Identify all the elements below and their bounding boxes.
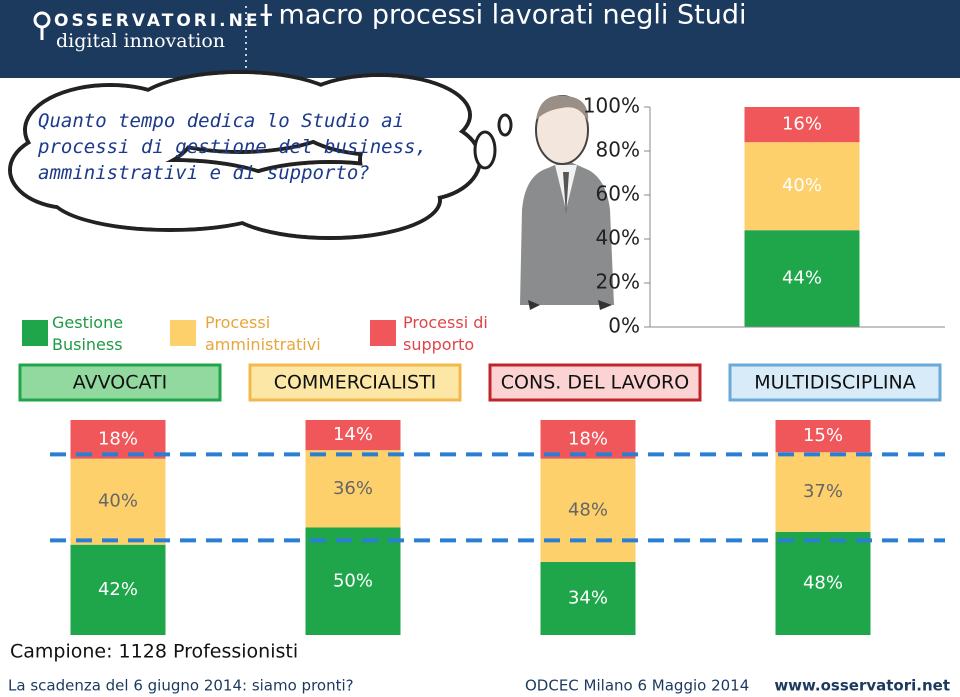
bar-segment — [744, 230, 860, 327]
footer-left: La scadenza del 6 giugno 2014: siamo pro… — [8, 677, 354, 695]
bar-segment — [540, 420, 636, 459]
logo-sub: digital innovation — [56, 30, 225, 52]
bar-segment — [305, 450, 401, 528]
y-tick-label: 80% — [596, 138, 640, 162]
y-tick-label: 100% — [583, 94, 640, 118]
category-box — [728, 363, 942, 402]
bar-segment — [70, 544, 166, 635]
category-box — [248, 363, 462, 402]
thought-bubble — [8, 70, 513, 240]
data-label: 36% — [333, 478, 373, 499]
x-tick-label: AVVOCATI — [73, 372, 167, 394]
data-label: 14% — [333, 424, 373, 445]
legend-label: Processi amministrativi — [205, 313, 321, 354]
data-label: 42% — [98, 579, 138, 600]
data-label: 18% — [98, 428, 138, 449]
cloud-fill — [12, 134, 128, 206]
logo: OSSERVATORI.NET — [54, 11, 275, 31]
slide-title: I macro processi lavorati negli Studi — [262, 0, 746, 31]
question: Quanto tempo dedica lo Studio ai process… — [38, 110, 427, 184]
data-label: 18% — [568, 428, 608, 449]
data-label: 15% — [803, 425, 843, 446]
footer-right: www.osservatori.net — [774, 677, 950, 695]
data-label: 48% — [568, 499, 608, 520]
bar-segment — [744, 107, 860, 143]
legend-swatch — [370, 320, 396, 346]
y-tick-label: 40% — [596, 226, 640, 250]
cloud-fill — [132, 74, 348, 150]
sample-note: Campione: 1128 Professionisti — [10, 641, 298, 663]
bar-segment — [540, 561, 636, 635]
cloud-tail — [497, 113, 513, 137]
y-tick-label: 60% — [596, 182, 640, 206]
data-label: 16% — [782, 114, 822, 135]
category-box — [488, 363, 702, 402]
footer-bar — [0, 674, 960, 697]
legend-swatch — [22, 320, 48, 346]
legend-label: Processi di supporto — [403, 313, 488, 354]
bar-segment — [540, 458, 636, 562]
data-label: 34% — [568, 587, 608, 608]
person — [520, 95, 614, 310]
bar-segment — [70, 420, 166, 459]
bar-segment — [744, 142, 860, 231]
bar-segment — [305, 420, 401, 451]
cloud-tail — [473, 130, 497, 170]
y-tick-label: 20% — [596, 270, 640, 294]
footer-center: ODCEC Milano 6 Maggio 2014 — [525, 677, 749, 695]
bar-segment — [70, 458, 166, 545]
header-bar — [0, 0, 960, 78]
data-label: 40% — [98, 491, 138, 512]
data-label: 37% — [803, 481, 843, 502]
legend-swatch — [170, 320, 196, 346]
bar-segment — [775, 420, 871, 453]
x-tick-label: CONS. DEL LAVORO — [501, 372, 689, 394]
x-tick-label: MULTIDISCIPLINA — [754, 372, 916, 394]
data-label: 48% — [803, 572, 843, 593]
legend-label: Gestione Business — [52, 313, 124, 354]
data-label: 50% — [333, 570, 373, 591]
bar-segment — [775, 452, 871, 532]
y-tick-label: 0% — [608, 314, 640, 338]
bar-segment — [305, 527, 401, 635]
x-tick-label: COMMERCIALISTI — [274, 372, 437, 394]
data-label: 44% — [782, 268, 822, 289]
category-box — [18, 363, 222, 402]
bar-segment — [775, 531, 871, 635]
data-label: 40% — [782, 175, 822, 196]
